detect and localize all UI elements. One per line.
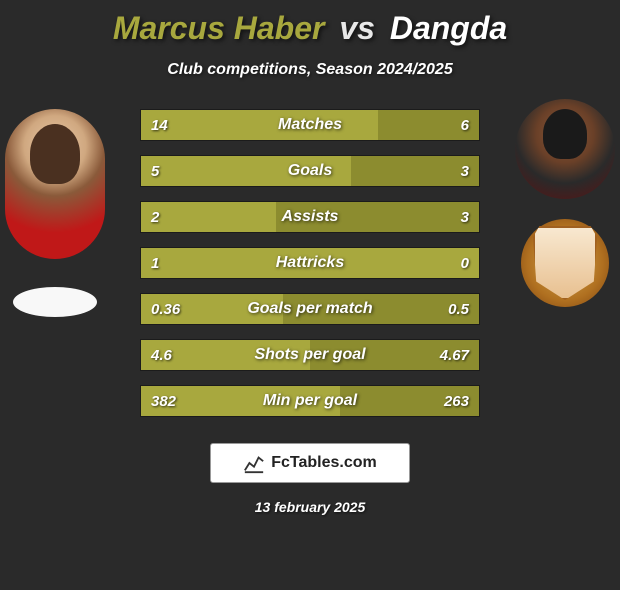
title-vs: vs xyxy=(339,10,375,46)
title-right-name: Dangda xyxy=(390,10,507,46)
comparison-bars: 146Matches 53Goals 23Assists 10Hattricks 0.3… xyxy=(140,109,480,417)
bar-row: 382263Min per goal xyxy=(140,385,480,417)
footer-date: 13 february 2025 xyxy=(0,499,620,515)
bar-row: 0.360.5Goals per match xyxy=(140,293,480,325)
subtitle: Club competitions, Season 2024/2025 xyxy=(0,61,620,79)
right-player-avatar xyxy=(515,99,615,199)
right-player-col xyxy=(510,99,620,307)
bar-row: 146Matches xyxy=(140,109,480,141)
comparison-content: 146Matches 53Goals 23Assists 10Hattricks 0.3… xyxy=(0,109,620,417)
footer-logo-text: FcTables.com xyxy=(271,454,377,472)
bar-label: Goals per match xyxy=(141,300,479,318)
title-left-name: Marcus Haber xyxy=(113,10,325,46)
bar-label: Min per goal xyxy=(141,392,479,410)
bar-row: 10Hattricks xyxy=(140,247,480,279)
bar-label: Shots per goal xyxy=(141,346,479,364)
bar-row: 23Assists xyxy=(140,201,480,233)
bar-label: Matches xyxy=(141,116,479,134)
bar-row: 53Goals xyxy=(140,155,480,187)
left-player-avatar xyxy=(5,109,105,259)
left-club-badge xyxy=(13,287,97,317)
left-player-col xyxy=(0,109,110,317)
fctables-icon xyxy=(243,452,265,474)
footer-logo: FcTables.com xyxy=(210,443,410,483)
bar-label: Hattricks xyxy=(141,254,479,272)
page-title: Marcus Haber vs Dangda xyxy=(0,10,620,47)
bar-row: 4.64.67Shots per goal xyxy=(140,339,480,371)
right-club-badge xyxy=(521,219,609,307)
bar-label: Goals xyxy=(141,162,479,180)
bar-label: Assists xyxy=(141,208,479,226)
